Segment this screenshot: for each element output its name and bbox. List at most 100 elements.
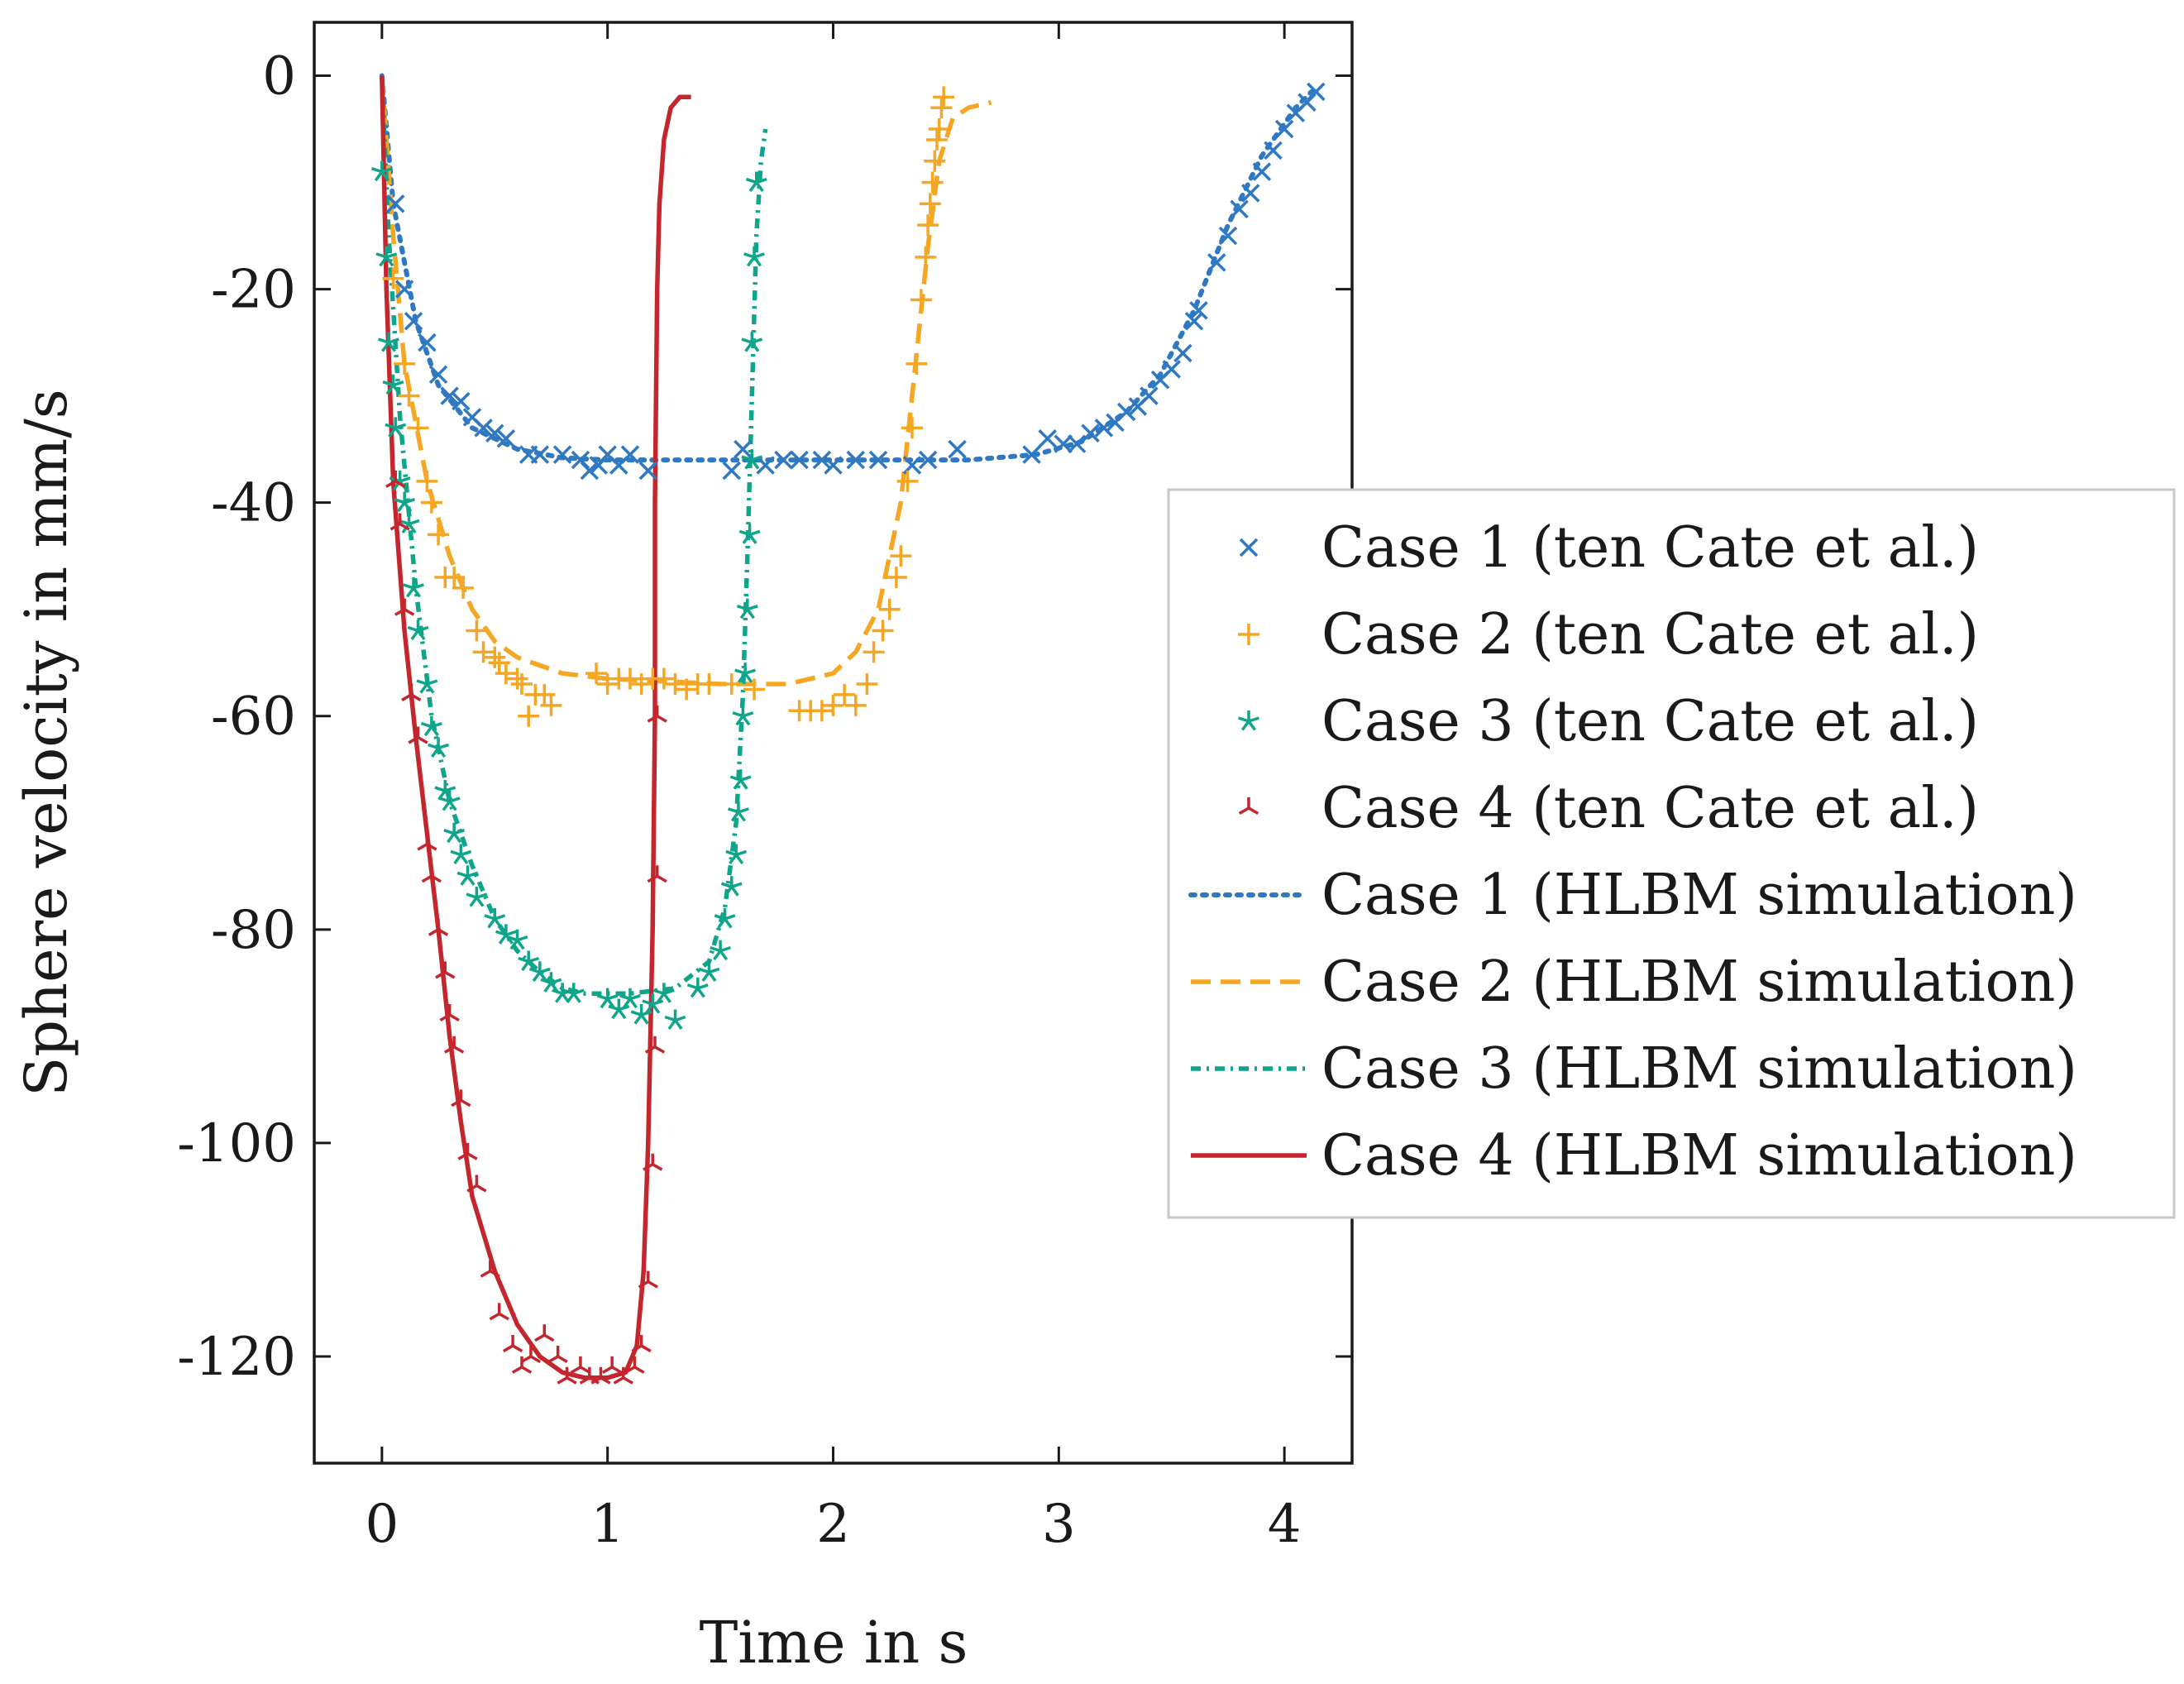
data-point [378, 332, 399, 352]
data-point [1116, 402, 1136, 422]
y-tick-label: -20 [211, 260, 296, 321]
series-markers-case-4-ten-cate-et-al [385, 470, 667, 1385]
data-point [624, 1356, 645, 1374]
data-point [530, 445, 550, 464]
data-point [613, 1366, 633, 1385]
data-point [1307, 82, 1326, 102]
x-tick-label: 0 [365, 1494, 399, 1555]
data-point [540, 694, 562, 716]
data-point [394, 352, 416, 375]
data-point [720, 673, 743, 696]
data-point [1264, 141, 1283, 160]
data-point [698, 673, 720, 696]
data-point [580, 461, 600, 481]
data-point [452, 391, 471, 411]
data-point [428, 365, 448, 385]
data-point [489, 1303, 509, 1321]
data-point [901, 417, 923, 439]
data-point [451, 1089, 471, 1108]
data-point [416, 673, 438, 694]
data-point [444, 1036, 465, 1054]
legend-item: Case 2 (ten Cate et al.) [1238, 602, 1979, 667]
data-point [506, 929, 528, 950]
legend-label: Case 2 (ten Cate et al.) [1321, 602, 1979, 667]
data-point [933, 86, 955, 108]
x-tick-label: 3 [1042, 1494, 1076, 1555]
data-point [698, 961, 720, 982]
data-point [812, 450, 832, 470]
data-point [382, 374, 404, 395]
data-point [1173, 343, 1192, 363]
data-point [435, 961, 456, 979]
data-point [917, 214, 939, 237]
data-point [389, 513, 410, 531]
data-point [725, 844, 748, 865]
data-point [1038, 429, 1057, 448]
data-point [915, 246, 937, 268]
data-point [404, 312, 423, 331]
data-point [824, 456, 843, 475]
data-point [738, 524, 761, 544]
data-point [1189, 301, 1208, 320]
data-point [474, 419, 493, 438]
y-tick-label: -120 [177, 1327, 296, 1388]
y-tick-label: -80 [211, 900, 296, 961]
legend-item: Case 1 (ten Cate et al.) [1239, 515, 1979, 581]
data-point [452, 576, 475, 599]
data-point [872, 620, 894, 642]
legend-marker [1238, 710, 1259, 731]
data-point [438, 790, 461, 811]
data-point [734, 663, 757, 683]
data-point [710, 940, 731, 961]
data-point [1022, 445, 1041, 464]
data-point [642, 993, 664, 1014]
legend-marker [1239, 538, 1259, 557]
data-point [856, 673, 878, 696]
data-point [417, 833, 437, 851]
data-point [729, 769, 752, 790]
data-point [1081, 423, 1100, 443]
data-point [728, 801, 749, 822]
data-point [919, 193, 941, 215]
data-point [676, 678, 698, 701]
data-point [557, 1366, 577, 1385]
data-point [926, 128, 948, 151]
x-axis-title: Time in s [700, 1609, 968, 1677]
data-point [664, 673, 686, 696]
data-point [416, 470, 438, 492]
legend-label: Case 2 (HLBM simulation) [1321, 950, 2077, 1015]
data-point [562, 983, 585, 1003]
data-point [774, 450, 793, 470]
data-point [714, 907, 736, 929]
legend-item: Case 4 (ten Cate et al.) [1238, 776, 1979, 841]
data-point [1140, 386, 1159, 405]
data-point [647, 865, 667, 883]
data-point [890, 545, 912, 567]
y-axis: 0 -20 -40 -60 -80 -100 -120 [177, 46, 1352, 1388]
data-point [439, 1004, 460, 1022]
data-point [930, 97, 953, 119]
data-point [601, 1356, 623, 1374]
data-point [620, 445, 640, 464]
data-point [466, 887, 488, 907]
legend-box [1167, 488, 2176, 1219]
series-markers-case-2-ten-cate-et-al [382, 86, 955, 727]
legend-label: Case 4 (ten Cate et al.) [1321, 776, 1979, 841]
data-point [375, 246, 398, 267]
data-point [596, 673, 619, 696]
data-point [484, 646, 506, 668]
legend-label: Case 3 (ten Cate et al.) [1321, 689, 1979, 754]
data-point [638, 461, 658, 481]
data-point [518, 705, 540, 727]
x-tick-label: 4 [1268, 1494, 1302, 1555]
data-point [547, 1345, 568, 1363]
data-point [743, 678, 766, 701]
data-point [924, 150, 946, 172]
data-point [643, 1153, 663, 1171]
data-point [844, 694, 867, 716]
series-line-case-4-hlbm-simulation [380, 75, 691, 1380]
data-point [878, 598, 901, 620]
data-point [1207, 253, 1226, 272]
data-point [608, 998, 630, 1020]
